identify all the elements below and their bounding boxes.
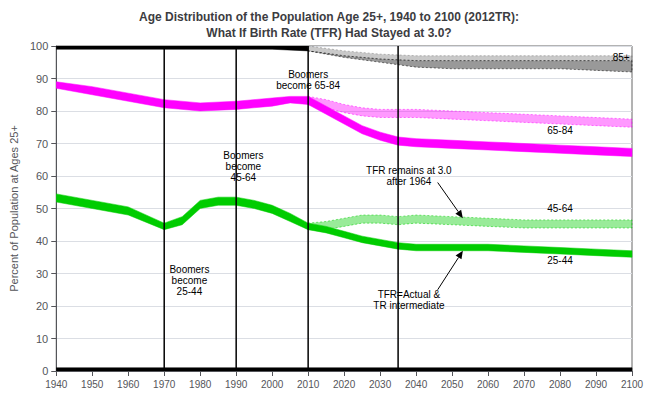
svg-text:become 65-84: become 65-84 (276, 80, 340, 91)
svg-text:become: become (172, 275, 208, 286)
svg-text:10: 10 (36, 333, 48, 345)
svg-text:45-64: 45-64 (547, 203, 573, 214)
svg-text:65-84: 65-84 (547, 125, 573, 136)
svg-text:after 1964: after 1964 (386, 176, 431, 187)
svg-text:TFR remains at 3.0: TFR remains at 3.0 (366, 165, 452, 176)
svg-text:1950: 1950 (81, 379, 104, 390)
svg-text:25-44: 25-44 (177, 286, 203, 297)
svg-text:TFR=Actual &: TFR=Actual & (378, 289, 441, 300)
svg-text:Boomers: Boomers (169, 264, 209, 275)
svg-text:25-44: 25-44 (547, 255, 573, 266)
svg-text:Percent of Population at Ages: Percent of Population at Ages 25+ (8, 125, 20, 292)
svg-text:2080: 2080 (549, 379, 572, 390)
svg-text:1970: 1970 (153, 379, 176, 390)
svg-text:2040: 2040 (405, 379, 428, 390)
svg-text:90: 90 (36, 73, 48, 85)
svg-text:0: 0 (42, 365, 48, 377)
svg-text:1940: 1940 (45, 379, 68, 390)
svg-text:2050: 2050 (441, 379, 464, 390)
svg-text:60: 60 (36, 170, 48, 182)
svg-text:2010: 2010 (297, 379, 320, 390)
svg-text:50: 50 (36, 203, 48, 215)
svg-text:80: 80 (36, 105, 48, 117)
svg-text:Boomers: Boomers (288, 69, 328, 80)
svg-text:2090: 2090 (585, 379, 608, 390)
svg-text:Age Distribution of the Popula: Age Distribution of the Population Age 2… (139, 10, 519, 24)
svg-text:1980: 1980 (189, 379, 212, 390)
svg-text:1960: 1960 (117, 379, 140, 390)
svg-text:Boomers: Boomers (223, 150, 263, 161)
svg-text:70: 70 (36, 138, 48, 150)
svg-text:30: 30 (36, 268, 48, 280)
svg-text:2070: 2070 (513, 379, 536, 390)
svg-text:2100: 2100 (621, 379, 644, 390)
svg-text:become: become (226, 161, 262, 172)
svg-text:85+: 85+ (613, 52, 630, 63)
svg-text:20: 20 (36, 300, 48, 312)
svg-text:45-64: 45-64 (231, 172, 257, 183)
svg-text:2000: 2000 (261, 379, 284, 390)
svg-text:40: 40 (36, 235, 48, 247)
svg-text:2030: 2030 (369, 379, 392, 390)
svg-text:What If Birth Rate (TFR) Had S: What If Birth Rate (TFR) Had Stayed at 3… (206, 26, 451, 40)
svg-text:2020: 2020 (333, 379, 356, 390)
svg-text:1990: 1990 (225, 379, 248, 390)
svg-text:TR intermediate: TR intermediate (373, 300, 445, 311)
svg-text:2060: 2060 (477, 379, 500, 390)
svg-text:100: 100 (30, 40, 48, 52)
